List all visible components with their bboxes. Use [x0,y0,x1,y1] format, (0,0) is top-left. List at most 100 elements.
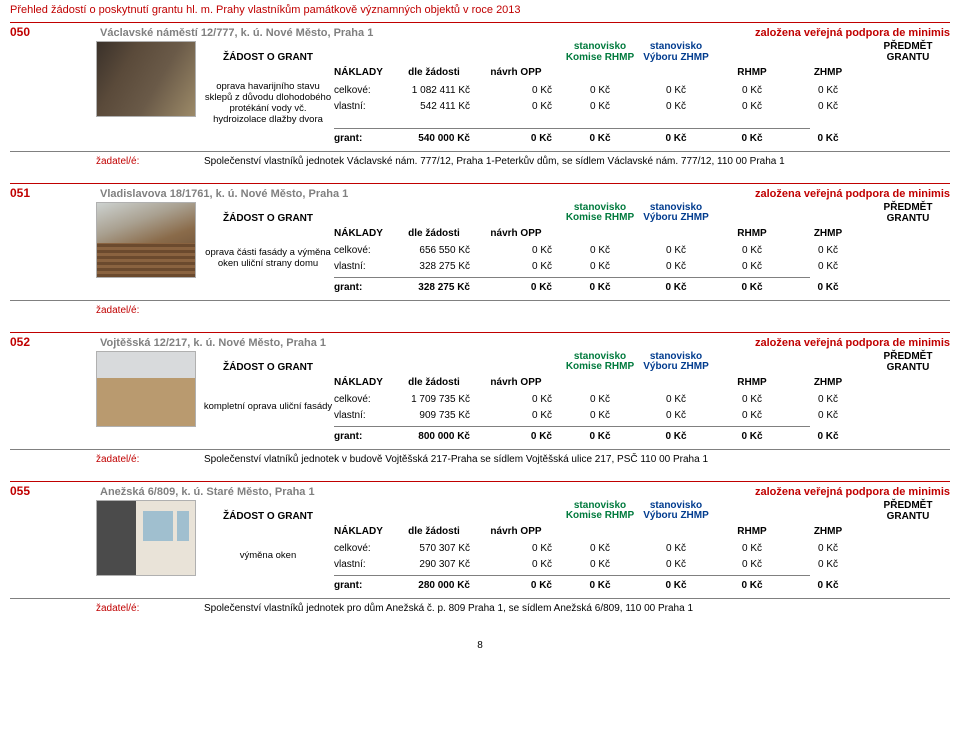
row-label: vlastní: [334,559,398,570]
row-value-vyboru: 0 Kč [638,245,714,256]
row-value-vyboru: 0 Kč [638,543,714,554]
grant-record: 052 Vojtěšská 12/217, k. ú. Nové Město, … [10,332,950,471]
row-value-vyboru: 0 Kč [638,282,714,293]
col-naklady: NÁKLADY [334,526,398,537]
col-zhmp: ZHMP [790,526,866,537]
row-value-dle: 656 550 Kč [398,245,480,256]
record-address: Vladislavova 18/1761, k. ú. Nové Město, … [100,188,755,200]
col-navrh: návrh OPP [480,67,562,78]
applicant-row: žadatel/é: [10,300,950,322]
row-label: grant: [334,282,398,293]
record-address: Anežská 6/809, k. ú. Staré Město, Praha … [100,486,755,498]
col-rhmp: RHMP [714,228,790,239]
row-value-rhmp: 0 Kč [714,282,790,293]
row-value-navrh: 0 Kč [480,282,562,293]
col-dle: dle žádosti [398,526,480,537]
row-value-navrh: 0 Kč [480,245,562,256]
record-body: ŽÁDOST O GRANT stanoviskoKomise RHMP sta… [10,351,950,445]
row-value-vyboru: 0 Kč [638,133,714,144]
col-navrh: návrh OPP [480,526,562,537]
record-data: ŽÁDOST O GRANT stanoviskoKomise RHMP sta… [202,500,950,594]
row-value-komise: 0 Kč [562,559,638,570]
applicant-row: žadatel/é: Společenství vlatníků jednote… [10,449,950,471]
col-zadost: ŽÁDOST O GRANT [202,52,334,63]
row-value-zhmp: 0 Kč [790,431,866,442]
row-value-zhmp: 0 Kč [790,410,866,421]
applicant-text: Společenství vlatníků jednotek v budově … [204,454,950,465]
row-value-rhmp: 0 Kč [714,261,790,272]
document-title: Přehled žádostí o poskytnutí grantu hl. … [10,4,950,16]
row-value-dle: 570 307 Kč [398,543,480,554]
record-photo [96,500,196,576]
row-value-zhmp: 0 Kč [790,559,866,570]
row-value-rhmp: 0 Kč [714,431,790,442]
col-predmet: PŘEDMĚT GRANTU [866,41,950,63]
row-value-vyboru: 0 Kč [638,410,714,421]
row-value-komise: 0 Kč [562,431,638,442]
row-value-komise: 0 Kč [562,282,638,293]
record-description: oprava havarijního stavu sklepů z důvodu… [202,82,334,126]
row-value-dle: 540 000 Kč [398,133,480,144]
record-data: ŽÁDOST O GRANT stanoviskoKomise RHMP sta… [202,41,950,147]
row-value-zhmp: 0 Kč [790,85,866,96]
row-value-dle: 1 082 411 Kč [398,85,480,96]
record-body: ŽÁDOST O GRANT stanoviskoKomise RHMP sta… [10,500,950,594]
applicant-label: žadatel/é: [96,603,204,614]
record-number: 050 [10,25,100,39]
record-note: založena veřejná podpora de minimis [755,337,950,349]
row-value-vyboru: 0 Kč [638,580,714,591]
col-stan-vyboru: stanoviskoVýboru ZHMP [638,42,714,63]
applicant-row: žadatel/é: Společenství vlastníků jednot… [10,151,950,173]
row-label: grant: [334,580,398,591]
applicant-text [204,305,950,316]
record-data: ŽÁDOST O GRANT stanoviskoKomise RHMP sta… [202,202,950,296]
row-label: celkové: [334,85,398,96]
row-label: celkové: [334,394,398,405]
row-value-vyboru: 0 Kč [638,394,714,405]
row-value-rhmp: 0 Kč [714,133,790,144]
row-label: vlastní: [334,101,398,112]
record-data: ŽÁDOST O GRANT stanoviskoKomise RHMP sta… [202,351,950,445]
row-value-zhmp: 0 Kč [790,394,866,405]
record-description: výměna oken [202,541,334,573]
col-naklady: NÁKLADY [334,228,398,239]
record-note: založena veřejná podpora de minimis [755,188,950,200]
row-value-zhmp: 0 Kč [790,261,866,272]
row-value-zhmp: 0 Kč [790,282,866,293]
record-photo [96,351,196,427]
row-value-navrh: 0 Kč [480,101,562,112]
col-dle: dle žádosti [398,228,480,239]
record-photo [96,202,196,278]
row-label: celkové: [334,245,398,256]
col-zadost: ŽÁDOST O GRANT [202,213,334,224]
row-value-dle: 800 000 Kč [398,431,480,442]
row-value-komise: 0 Kč [562,85,638,96]
row-value-komise: 0 Kč [562,410,638,421]
row-value-rhmp: 0 Kč [714,245,790,256]
col-zadost: ŽÁDOST O GRANT [202,511,334,522]
row-label: celkové: [334,543,398,554]
record-note: založena veřejná podpora de minimis [755,486,950,498]
records-container: 050 Václavské náměstí 12/777, k. ú. Nové… [10,22,950,620]
col-dle: dle žádosti [398,377,480,388]
grant-record: 051 Vladislavova 18/1761, k. ú. Nové Měs… [10,183,950,322]
record-photo [96,41,196,117]
row-label: grant: [334,431,398,442]
grant-record: 055 Anežská 6/809, k. ú. Staré Město, Pr… [10,481,950,620]
record-address: Václavské náměstí 12/777, k. ú. Nové Měs… [100,27,755,39]
row-value-vyboru: 0 Kč [638,101,714,112]
row-value-dle: 280 000 Kč [398,580,480,591]
row-value-navrh: 0 Kč [480,410,562,421]
row-value-zhmp: 0 Kč [790,245,866,256]
row-value-dle: 542 411 Kč [398,101,480,112]
applicant-row: žadatel/é: Společenství vlastníků jednot… [10,598,950,620]
applicant-text: Společenství vlastníků jednotek Václavsk… [204,156,950,167]
row-value-rhmp: 0 Kč [714,101,790,112]
row-value-rhmp: 0 Kč [714,580,790,591]
record-number: 051 [10,186,100,200]
col-stan-komise: stanoviskoKomise RHMP [562,203,638,224]
col-zadost: ŽÁDOST O GRANT [202,362,334,373]
col-stan-komise: stanoviskoKomise RHMP [562,501,638,522]
row-value-zhmp: 0 Kč [790,133,866,144]
applicant-label: žadatel/é: [96,305,204,316]
